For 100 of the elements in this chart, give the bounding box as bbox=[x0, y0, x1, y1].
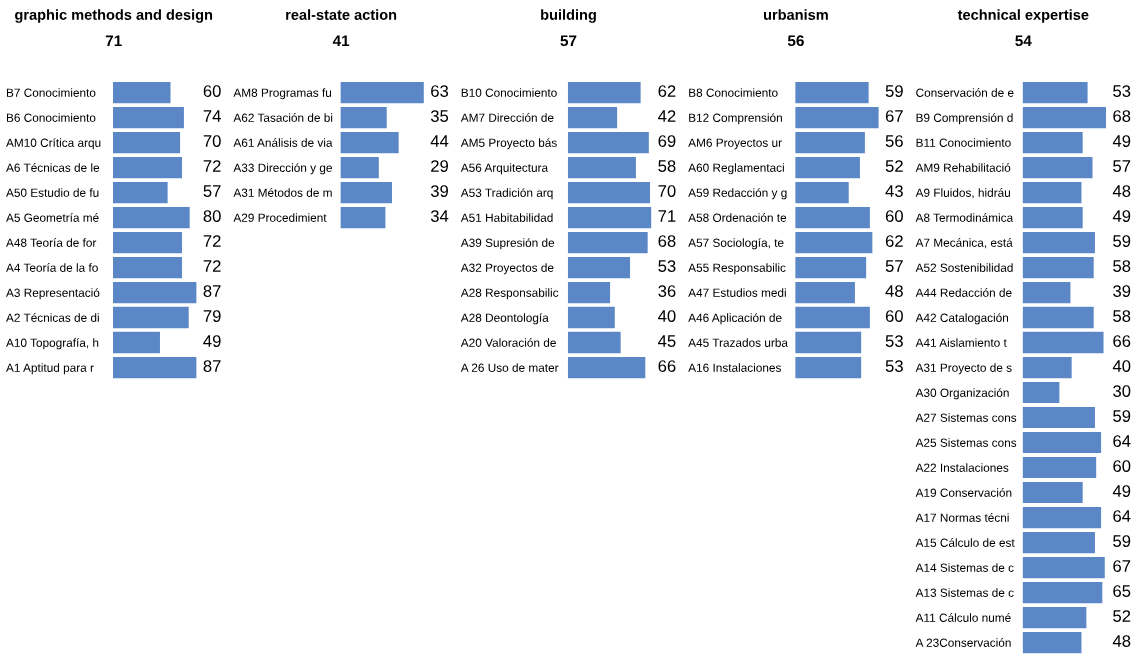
bar bbox=[1022, 406, 1095, 429]
bar bbox=[567, 131, 649, 154]
data-label: 72 bbox=[203, 235, 221, 247]
y-tick-label: A19 Conservación bbox=[915, 488, 1012, 497]
y-tick-label: A55 Responsabilic bbox=[688, 263, 786, 275]
bar bbox=[1022, 281, 1071, 304]
data-label: 87 bbox=[203, 360, 221, 372]
bar bbox=[113, 256, 183, 279]
y-tick-label: A5 Geometría mé bbox=[6, 213, 99, 222]
bar bbox=[1022, 331, 1104, 354]
bar bbox=[113, 331, 160, 354]
y-tick-label: AM5 Proyecto bás bbox=[460, 138, 557, 150]
bar bbox=[795, 156, 860, 179]
y-tick-label: A1 Aptitud para r bbox=[6, 363, 94, 375]
y-tick-label: A57 Sociología, te bbox=[688, 238, 784, 250]
y-tick-label: AM10 Crítica arqu bbox=[6, 138, 101, 150]
data-label: 48 bbox=[885, 285, 903, 297]
y-tick-label: A 26 Uso de mater bbox=[460, 363, 559, 372]
y-tick-label: A4 Teoría de la fo bbox=[6, 263, 98, 272]
y-tick-label: B12 Comprensión bbox=[689, 113, 782, 125]
y-tick-label: B7 Conocimiento bbox=[6, 88, 96, 97]
data-label: 80 bbox=[203, 210, 221, 222]
bar bbox=[1022, 381, 1060, 404]
bar bbox=[1022, 156, 1093, 179]
data-label: 45 bbox=[658, 335, 676, 347]
y-tick-label: A44 Redacción de bbox=[915, 288, 1012, 297]
bar bbox=[113, 206, 190, 229]
bar bbox=[567, 256, 631, 279]
y-tick-label: A30 Organización bbox=[915, 388, 1009, 400]
data-label: 72 bbox=[203, 260, 221, 272]
data-label: 79 bbox=[203, 310, 221, 322]
y-tick-label: A20 Valoración de bbox=[460, 338, 556, 347]
data-label: 60 bbox=[885, 210, 903, 222]
data-label: 66 bbox=[658, 360, 676, 372]
bar bbox=[113, 231, 183, 254]
data-label: 59 bbox=[885, 85, 903, 97]
data-label: 67 bbox=[885, 110, 903, 122]
y-tick-label: A42 Catalogación bbox=[915, 313, 1009, 325]
data-label: 49 bbox=[1112, 485, 1131, 497]
bar bbox=[567, 156, 636, 179]
y-tick-label: A13 Sistemas de c bbox=[915, 588, 1014, 597]
y-tick-label: A10 Topografía, h bbox=[6, 338, 99, 350]
bar bbox=[567, 281, 611, 304]
y-tick-label: A59 Redacción y g bbox=[688, 188, 787, 200]
data-label: 53 bbox=[885, 360, 903, 372]
data-label: 59 bbox=[1113, 535, 1131, 547]
y-tick-label: B10 Conocimiento bbox=[461, 88, 557, 97]
bar bbox=[1022, 131, 1083, 154]
y-tick-label: AM9 Rehabilitació bbox=[915, 163, 1011, 172]
bar bbox=[795, 356, 862, 379]
bar bbox=[113, 156, 183, 179]
chart-subtitle: 57 bbox=[560, 35, 577, 47]
bar bbox=[1022, 181, 1082, 204]
data-label: 69 bbox=[658, 135, 676, 147]
bar bbox=[1022, 606, 1087, 629]
y-tick-label: A45 Trazados urba bbox=[688, 338, 788, 347]
bar bbox=[1022, 531, 1095, 554]
chart-title: building bbox=[541, 9, 596, 23]
data-label: 58 bbox=[658, 160, 676, 172]
y-tick-label: A47 Estudios medi bbox=[688, 288, 786, 297]
data-label: 48 bbox=[1112, 635, 1131, 647]
data-label: 87 bbox=[203, 285, 221, 297]
bar bbox=[1022, 431, 1102, 454]
y-tick-label: A39 Supresión de bbox=[460, 238, 555, 250]
bar bbox=[340, 131, 399, 154]
data-label: 49 bbox=[203, 335, 221, 347]
data-label: 44 bbox=[430, 135, 449, 147]
data-label: 42 bbox=[658, 110, 676, 122]
data-label: 53 bbox=[1113, 85, 1131, 97]
data-label: 36 bbox=[658, 285, 676, 297]
data-label: 60 bbox=[203, 85, 221, 97]
y-tick-label: A41 Aislamiento t bbox=[915, 338, 1007, 347]
bar bbox=[1022, 506, 1102, 529]
chart-subtitle: 56 bbox=[787, 35, 804, 47]
bar bbox=[567, 356, 646, 379]
y-tick-label: A27 Sistemas cons bbox=[915, 413, 1017, 422]
y-tick-label: A31 Proyecto de s bbox=[915, 363, 1012, 375]
data-label: 58 bbox=[1113, 310, 1131, 322]
data-label: 63 bbox=[431, 85, 449, 97]
data-label: 35 bbox=[430, 110, 449, 122]
bar bbox=[1022, 356, 1072, 379]
bar bbox=[567, 181, 651, 204]
y-tick-label: A61 Análisis de via bbox=[233, 138, 333, 147]
data-label: 68 bbox=[658, 235, 676, 247]
bar bbox=[567, 331, 621, 354]
bar bbox=[1022, 456, 1097, 479]
data-label: 52 bbox=[885, 160, 903, 172]
data-label: 64 bbox=[1113, 435, 1131, 447]
bar bbox=[795, 181, 849, 204]
y-tick-label: AM8 Programas fu bbox=[233, 88, 332, 100]
bar bbox=[795, 206, 870, 229]
chart-title: graphic methods and design bbox=[15, 9, 213, 23]
y-tick-label: A32 Proyectos de bbox=[460, 263, 554, 275]
bar bbox=[567, 306, 615, 329]
data-label: 62 bbox=[658, 85, 676, 97]
y-tick-label: A15 Cálculo de est bbox=[915, 538, 1015, 547]
y-tick-label: A29 Procedimient bbox=[233, 213, 327, 222]
data-label: 70 bbox=[658, 185, 676, 197]
bar bbox=[113, 106, 184, 129]
bar bbox=[1022, 206, 1083, 229]
